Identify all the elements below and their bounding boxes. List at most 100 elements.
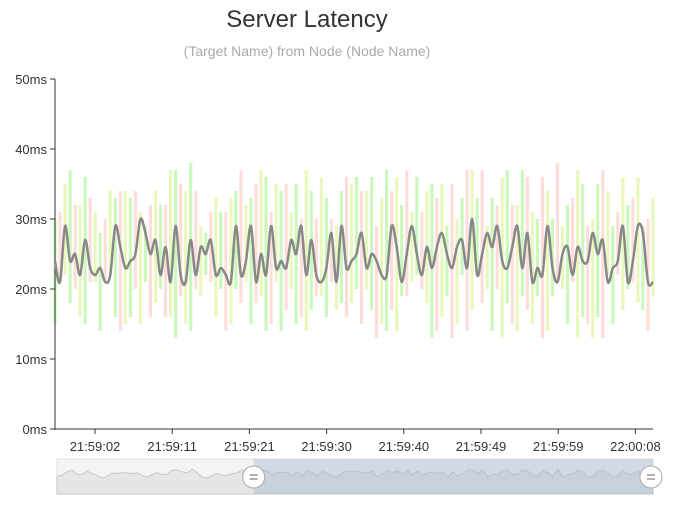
range-bar xyxy=(58,212,62,282)
range-bar xyxy=(78,205,82,317)
range-bar xyxy=(591,219,595,338)
chart-title: Server Latency xyxy=(226,6,388,33)
range-bar xyxy=(249,198,253,324)
range-bar xyxy=(133,191,137,289)
x-tick-label: 21:59:59 xyxy=(533,439,584,454)
x-tick-label: 21:59:21 xyxy=(224,439,275,454)
range-bar xyxy=(410,212,414,282)
range-bar xyxy=(470,170,474,310)
range-bar xyxy=(565,205,570,324)
range-bar xyxy=(445,226,449,296)
range-bar xyxy=(274,184,278,282)
range-bar xyxy=(344,177,349,317)
range-bar xyxy=(390,191,394,310)
range-bar xyxy=(435,198,439,331)
range-bar xyxy=(329,219,333,282)
range-bar xyxy=(651,198,655,296)
range-bar xyxy=(495,205,499,289)
range-bar xyxy=(168,170,173,317)
range-bar xyxy=(354,177,359,289)
range-bar xyxy=(415,177,419,275)
y-tick-label: 20ms xyxy=(15,282,47,297)
range-bar xyxy=(123,191,127,324)
x-tick-label: 21:59:30 xyxy=(301,439,352,454)
x-tick-label: 21:59:40 xyxy=(378,439,429,454)
range-bar xyxy=(375,226,379,338)
range-bar xyxy=(138,212,143,324)
range-bar xyxy=(83,177,87,324)
range-bar xyxy=(179,184,183,296)
y-tick-label: 40ms xyxy=(15,142,47,157)
range-bar xyxy=(611,226,615,324)
range-bar xyxy=(636,177,640,303)
navigator-handle-left[interactable] xyxy=(242,465,266,489)
range-bar xyxy=(234,191,238,289)
range-bar xyxy=(314,219,318,296)
range-bar xyxy=(118,191,122,331)
range-bar xyxy=(143,226,148,282)
range-bar xyxy=(73,205,77,289)
range-bar xyxy=(606,191,610,275)
range-bar xyxy=(380,198,384,324)
range-bar xyxy=(349,184,354,303)
range-bar xyxy=(480,170,484,303)
range-bar xyxy=(545,191,550,331)
range-bar xyxy=(631,198,635,282)
range-bar xyxy=(108,191,112,275)
range-bar xyxy=(68,170,72,303)
range-bar xyxy=(254,184,258,303)
range-bar xyxy=(540,177,545,338)
range-bar xyxy=(385,170,389,331)
range-bar xyxy=(601,170,605,338)
range-bar xyxy=(299,219,303,317)
y-tick-label: 10ms xyxy=(15,352,47,367)
range-bar xyxy=(269,212,273,324)
range-bar xyxy=(224,212,228,331)
range-bar xyxy=(244,205,248,282)
range-bar xyxy=(163,205,168,317)
range-bar xyxy=(88,198,92,282)
range-bar xyxy=(465,170,469,331)
range-bar xyxy=(364,191,369,289)
range-bar xyxy=(586,226,590,324)
range-bar xyxy=(405,170,409,296)
range-bar xyxy=(199,226,203,296)
range-bar xyxy=(460,198,464,275)
range-bar xyxy=(555,163,560,282)
range-bar xyxy=(174,170,178,338)
range-bar xyxy=(113,198,117,317)
range-bar xyxy=(128,198,132,317)
range-bar xyxy=(571,198,575,282)
range-bar xyxy=(581,184,585,317)
navigator-handle-right[interactable] xyxy=(639,465,663,489)
navigator-selection[interactable] xyxy=(253,459,653,494)
range-bar xyxy=(505,170,509,303)
range-bar xyxy=(229,198,233,324)
range-bar xyxy=(189,163,193,331)
range-bar xyxy=(626,205,630,289)
range-bar xyxy=(239,170,243,303)
range-bar xyxy=(485,226,489,289)
y-tick-label: 50ms xyxy=(15,72,47,87)
range-bar xyxy=(309,191,313,310)
range-bar xyxy=(319,177,323,296)
range-bar xyxy=(334,226,339,310)
x-tick-label: 21:59:11 xyxy=(147,439,197,454)
range-bar xyxy=(209,212,213,282)
x-tick-label: 22:00:08 xyxy=(610,439,661,454)
range-bar xyxy=(450,184,454,338)
range-bar xyxy=(455,219,459,324)
range-bar xyxy=(289,212,293,289)
range-bar xyxy=(641,226,645,310)
y-tick-label: 0ms xyxy=(22,422,47,437)
range-bar xyxy=(103,219,107,282)
range-bar xyxy=(339,191,344,303)
chart-subtitle: (Target Name) from Node (Node Name) xyxy=(183,43,431,59)
y-tick-label: 30ms xyxy=(15,212,47,227)
range-bar xyxy=(98,233,102,331)
range-bar xyxy=(219,212,223,289)
range-bar xyxy=(621,177,625,310)
range-bar xyxy=(430,184,434,338)
range-bar xyxy=(259,170,263,296)
